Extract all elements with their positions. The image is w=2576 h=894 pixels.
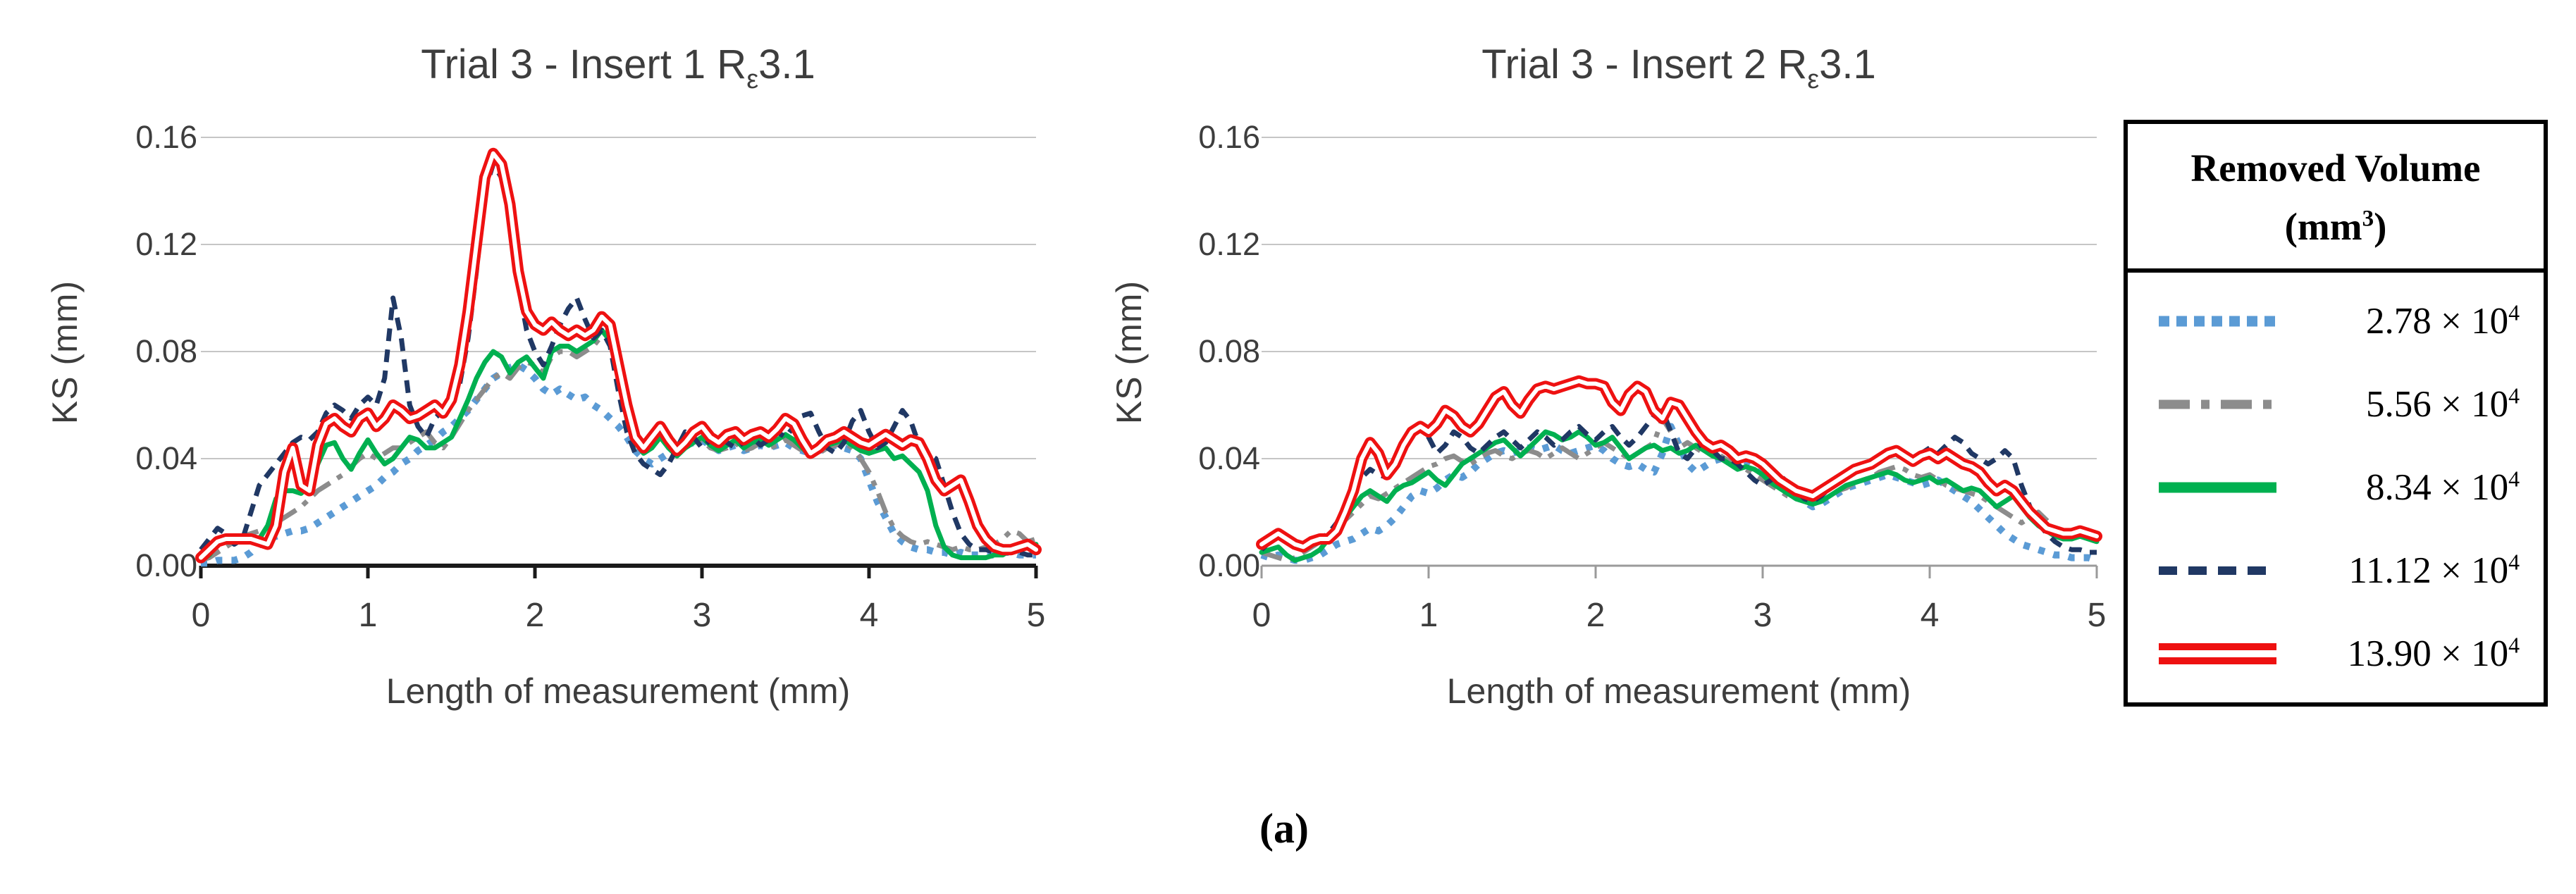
legend-entry-label: 13.90 × 104 xyxy=(2279,633,2520,675)
chart2-title: Trial 3 - Insert 2 Rε3.1 xyxy=(1481,41,1876,95)
chart2-title-suffix: 3.1 xyxy=(1819,42,1876,87)
chart1-title-text: Trial 3 - Insert 1 R xyxy=(421,42,747,87)
legend-entry-exponent: 4 xyxy=(2508,466,2520,492)
chart1-y-axis-title: KS (mm) xyxy=(45,280,85,425)
legend-line-sample-dashdot xyxy=(2159,399,2276,409)
legend-title: Removed Volume (mm3) xyxy=(2128,124,2544,273)
legend-entry-label: 11.12 × 104 xyxy=(2279,550,2520,592)
series-dashed xyxy=(199,161,1036,558)
legend-title-line1: Removed Volume xyxy=(2190,147,2481,190)
legend-box: Removed Volume (mm3) 2.78 × 104 5.56 × 10… xyxy=(2124,120,2548,707)
chart1-title: Trial 3 - Insert 1 Rε3.1 xyxy=(421,41,815,95)
series-dotted xyxy=(201,361,1036,567)
legend-entry-exponent: 4 xyxy=(2508,550,2520,575)
legend-entry: 11.12 × 104 xyxy=(2128,550,2544,592)
x-tick-label: 2 xyxy=(1586,597,1606,634)
x-tick-label: 0 xyxy=(1252,597,1271,634)
chart1-title-suffix: 3.1 xyxy=(758,42,815,87)
chart1-x-axis-title: Length of measurement (mm) xyxy=(386,671,851,711)
legend-entry-value: 5.56 × 10 xyxy=(2365,384,2509,425)
legend-entries: 2.78 × 104 5.56 × 104 8.34 × 104 11.12 × 10… xyxy=(2128,273,2544,702)
x-tick-label: 5 xyxy=(1026,597,1046,634)
legend-entry-value: 13.90 × 10 xyxy=(2347,633,2509,674)
chart2-y-axis-title: KS (mm) xyxy=(1109,280,1149,425)
subfigure-caption: (a) xyxy=(1259,805,1309,852)
series-dotted xyxy=(1260,423,2098,564)
y-tick-label: 0.12 xyxy=(1198,226,1260,262)
x-tick-label: 3 xyxy=(692,597,712,634)
legend-entry: 8.34 × 104 xyxy=(2128,466,2544,509)
legend-entry-label: 8.34 × 104 xyxy=(2279,466,2520,509)
series-dashed xyxy=(1259,408,2097,555)
legend-entry-exponent: 4 xyxy=(2508,633,2520,658)
legend-entry-value: 8.34 × 10 xyxy=(2365,467,2509,508)
y-tick-label: 0.04 xyxy=(1198,440,1260,476)
x-tick-label: 1 xyxy=(1419,597,1438,634)
chart2-x-axis-title: Length of measurement (mm) xyxy=(1446,671,1911,711)
legend-entry-label: 2.78 × 104 xyxy=(2279,300,2520,342)
y-tick-label: 0.16 xyxy=(1198,119,1260,155)
legend-entry: 13.90 × 104 xyxy=(2128,633,2544,675)
legend-entry: 5.56 × 104 xyxy=(2128,383,2544,426)
x-tick-label: 4 xyxy=(1920,597,1940,634)
y-tick-label: 0.08 xyxy=(1198,333,1260,369)
legend-entry: 2.78 × 104 xyxy=(2128,300,2544,342)
legend-entry-exponent: 4 xyxy=(2508,300,2520,325)
legend-entry-label: 5.56 × 104 xyxy=(2279,383,2520,426)
legend-line-sample-double xyxy=(2159,643,2276,664)
x-tick-label: 0 xyxy=(191,597,211,634)
x-tick-label: 1 xyxy=(358,597,378,634)
series-solid xyxy=(1259,429,2100,563)
y-tick-label: 0.00 xyxy=(1198,547,1260,583)
x-tick-label: 5 xyxy=(2087,597,2107,634)
chart2-title-text: Trial 3 - Insert 2 R xyxy=(1481,42,1808,87)
y-tick-label: 0.16 xyxy=(135,119,197,155)
legend-entry-value: 11.12 × 10 xyxy=(2348,550,2509,591)
chart2-title-subscript: ε xyxy=(1807,65,1820,94)
legend-title-line2: (mm3) xyxy=(2284,204,2387,248)
y-tick-label: 0.12 xyxy=(135,226,197,262)
x-tick-label: 3 xyxy=(1753,597,1773,634)
series-double xyxy=(199,151,1038,560)
x-tick-label: 2 xyxy=(525,597,545,634)
chart1-title-subscript: ε xyxy=(746,65,759,94)
legend-entry-exponent: 4 xyxy=(2508,383,2520,409)
legend-entry-value: 2.78 × 10 xyxy=(2365,301,2509,342)
legend-line-sample-solid xyxy=(2159,482,2276,493)
y-tick-label: 0.08 xyxy=(135,333,197,369)
y-tick-label: 0.04 xyxy=(135,440,197,476)
series-double xyxy=(1259,378,2099,550)
legend-line-sample-dotted xyxy=(2159,316,2276,327)
legend-line-sample-dashed xyxy=(2159,566,2276,575)
y-tick-label: 0.00 xyxy=(135,547,197,583)
x-tick-label: 4 xyxy=(859,597,879,634)
